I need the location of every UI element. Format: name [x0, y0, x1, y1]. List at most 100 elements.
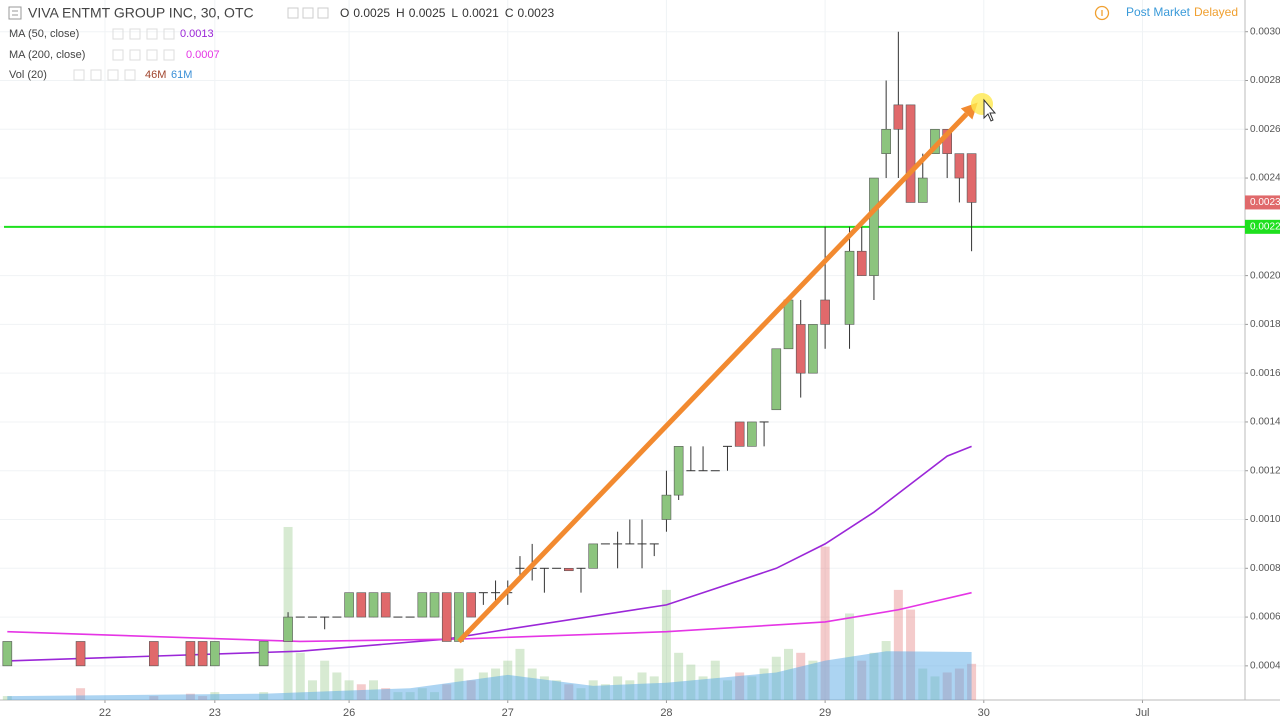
candle-body	[954, 153, 965, 179]
legend-value: 0.0007	[186, 49, 220, 61]
volume-ma-area	[7, 651, 972, 700]
legend-name: Vol (20)	[9, 69, 47, 81]
legend-name: MA (200, close)	[9, 49, 85, 61]
y-tick-label: 0.0010	[1250, 514, 1280, 525]
volume-bar	[76, 688, 86, 700]
candle-body	[258, 641, 269, 667]
candle-body	[734, 421, 745, 447]
hline-price-box	[1245, 219, 1280, 234]
legend-icon	[90, 69, 102, 81]
legend-icon	[146, 49, 158, 61]
x-tick-label: 29	[819, 707, 831, 719]
header-icon	[287, 7, 299, 19]
legend-value: 0.0013	[180, 28, 214, 40]
ohlc-value: 0.0025	[409, 6, 446, 20]
candle-body	[429, 592, 440, 618]
y-tick-label: 0.0006	[1250, 612, 1280, 623]
candle-body	[380, 592, 391, 618]
x-tick-label: 22	[99, 707, 111, 719]
y-tick-label: 0.0026	[1250, 124, 1280, 135]
y-tick-label: 0.0016	[1250, 368, 1280, 379]
ma-line	[7, 445, 972, 662]
status-label: Delayed	[1194, 5, 1238, 19]
last-price-box	[1245, 195, 1280, 210]
candle-body	[856, 250, 867, 276]
header-icon	[317, 7, 329, 19]
x-tick-label: Jul	[1135, 707, 1149, 719]
legend-icon	[112, 28, 124, 40]
candle-body	[905, 104, 916, 203]
hline-price-label: 0.0022	[1250, 221, 1280, 232]
menu-icon[interactable]	[8, 6, 22, 20]
candle-body	[820, 299, 830, 325]
y-tick-label: 0.0004	[1250, 660, 1280, 671]
candle-body	[210, 641, 220, 667]
candle-body	[197, 641, 208, 667]
ohlc-key: C	[505, 6, 514, 20]
chart-title: VIVA ENTMT GROUP INC, 30, OTC	[28, 5, 254, 21]
x-tick-label: 28	[660, 707, 672, 719]
candle-body	[661, 494, 672, 520]
candle-body	[356, 592, 367, 618]
y-tick-label: 0.0008	[1250, 563, 1280, 574]
y-tick-label: 0.0024	[1250, 173, 1280, 184]
legend-icon	[73, 69, 85, 81]
status-label: Post Market	[1126, 5, 1191, 19]
legend-value: 46M	[145, 69, 166, 81]
legend-icon	[112, 49, 124, 61]
volume-bar	[307, 680, 317, 700]
volume-bar	[332, 672, 342, 700]
candle-body	[893, 104, 904, 130]
info-icon	[1094, 5, 1110, 21]
candle-body	[917, 177, 928, 203]
candle-body	[795, 324, 806, 374]
candle-body	[417, 592, 428, 618]
candle-body	[344, 592, 354, 618]
legend-icon	[163, 28, 175, 40]
volume-bar	[320, 660, 330, 700]
candle-body	[75, 641, 86, 667]
x-tick-label: 23	[209, 707, 221, 719]
arrow-line	[457, 112, 969, 644]
y-tick-label: 0.0020	[1250, 270, 1280, 281]
ma-line	[7, 591, 972, 643]
ohlc-value: 0.0025	[353, 6, 390, 20]
legend-value: 61M	[171, 69, 192, 81]
candle-body	[283, 616, 293, 642]
x-tick-label: 27	[502, 707, 514, 719]
y-tick-label: 0.0012	[1250, 465, 1280, 476]
volume-bar	[661, 589, 671, 700]
volume-bar	[344, 680, 354, 700]
volume-bar	[893, 589, 903, 700]
legend-name: MA (50, close)	[9, 28, 79, 40]
candle-body	[881, 128, 891, 154]
candle-body	[966, 153, 977, 203]
y-tick-label: 0.0014	[1250, 417, 1280, 428]
volume-bar	[295, 652, 305, 700]
candle-body	[747, 421, 757, 447]
candle-body	[2, 641, 13, 667]
volume-bar	[845, 613, 855, 700]
candle-body	[673, 446, 684, 496]
candle-body	[185, 641, 196, 667]
candle-body	[808, 324, 818, 374]
candle-body	[844, 250, 855, 325]
last-price-label: 0.0023	[1250, 197, 1280, 208]
volume-bar	[820, 546, 830, 700]
y-tick-label: 0.0018	[1250, 319, 1280, 330]
volume-bar	[515, 648, 525, 700]
candle-body	[588, 543, 599, 569]
ohlc-value: 0.0021	[462, 6, 499, 20]
legend-icon	[107, 69, 119, 81]
y-tick-label: 0.0028	[1250, 75, 1280, 86]
candle-body	[783, 299, 794, 350]
candle-body	[869, 177, 879, 276]
candle-body	[441, 592, 452, 642]
candle-body	[466, 592, 476, 618]
candle-body	[771, 348, 782, 411]
legend-icon	[129, 49, 141, 61]
ohlc-value: 0.0023	[517, 6, 554, 20]
legend-icon	[129, 28, 141, 40]
